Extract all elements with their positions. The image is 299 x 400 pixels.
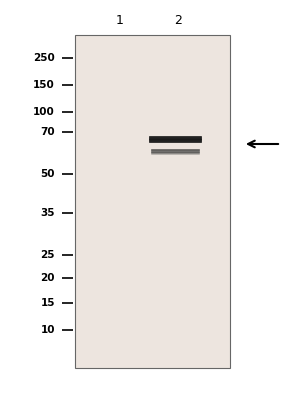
Text: 2: 2: [174, 14, 182, 26]
Text: 10: 10: [40, 325, 55, 335]
Text: 25: 25: [40, 250, 55, 260]
Bar: [75, 35, 230, 368]
Text: 70: 70: [40, 127, 55, 137]
Text: 1: 1: [116, 14, 124, 26]
Text: 15: 15: [40, 298, 55, 308]
Text: 100: 100: [33, 107, 55, 117]
Text: 250: 250: [33, 53, 55, 63]
Text: 150: 150: [33, 80, 55, 90]
Text: 35: 35: [40, 208, 55, 218]
Text: 50: 50: [40, 169, 55, 179]
Text: 20: 20: [40, 273, 55, 283]
